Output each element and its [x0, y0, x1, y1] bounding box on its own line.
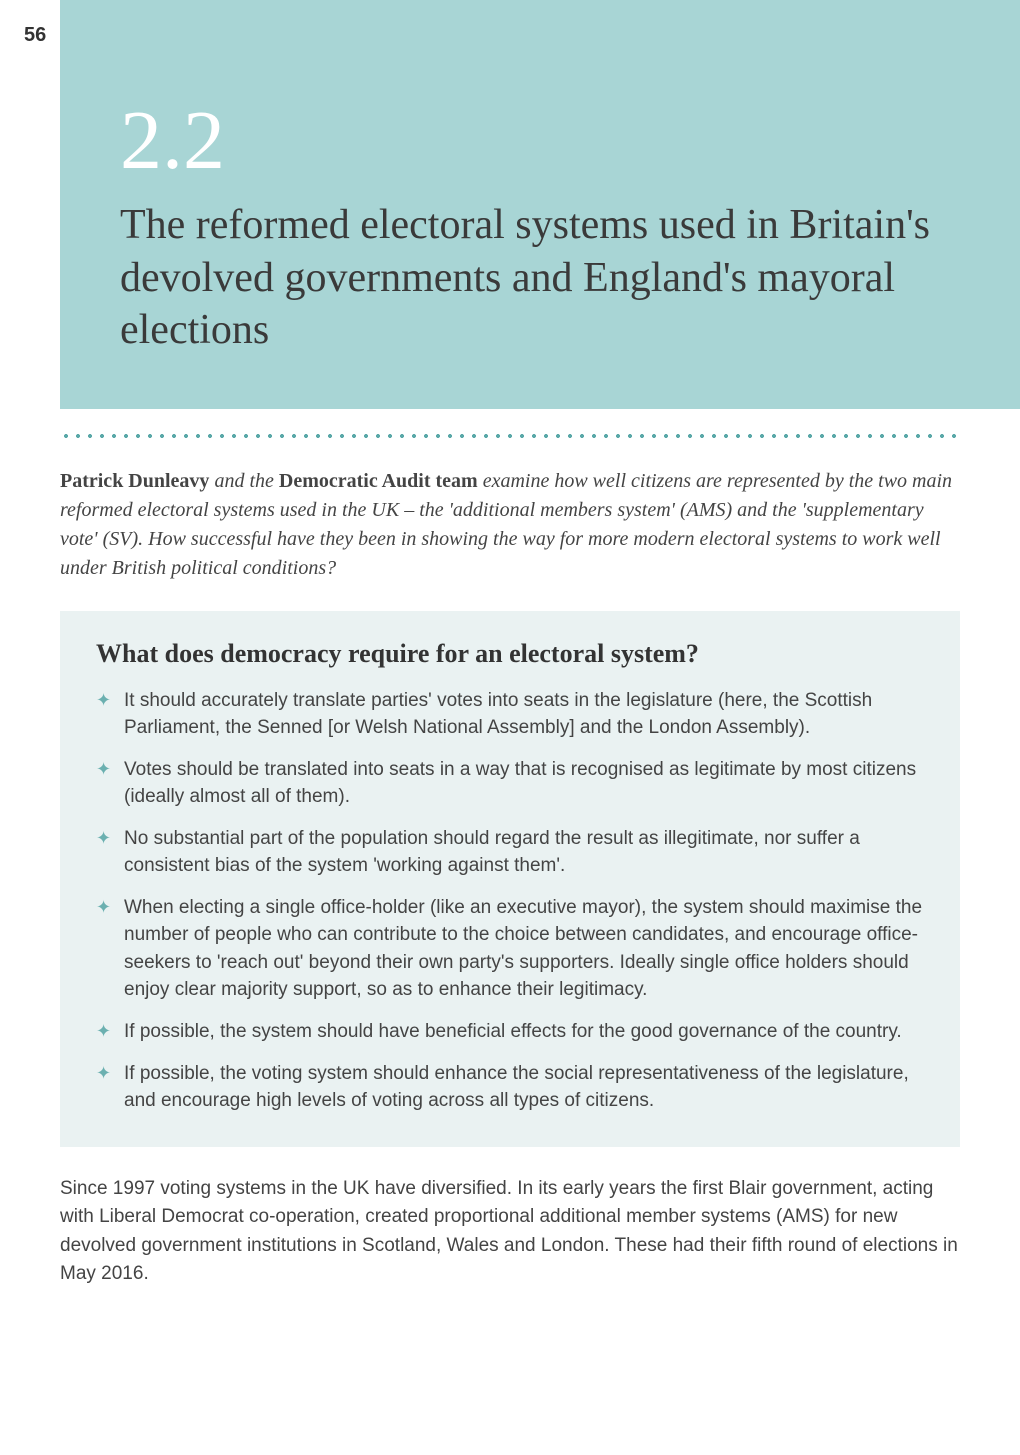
bullet-text: If possible, the voting system should en…: [124, 1060, 924, 1115]
hero-block: 2.2 The reformed electoral systems used …: [60, 0, 1020, 409]
intro-author: Patrick Dunleavy: [60, 470, 209, 492]
bullet-text: If possible, the system should have bene…: [124, 1018, 924, 1046]
intro-connector: and the: [209, 470, 278, 492]
list-item: ✦ When electing a single office-holder (…: [96, 894, 924, 1004]
dotted-divider: [60, 433, 960, 439]
bullet-text: When electing a single office-holder (li…: [124, 894, 924, 1004]
sparkle-icon: ✦: [96, 825, 124, 852]
intro-paragraph: Patrick Dunleavy and the Democratic Audi…: [60, 467, 960, 583]
list-item: ✦ Votes should be translated into seats …: [96, 756, 924, 811]
bullet-list: ✦ It should accurately translate parties…: [96, 687, 924, 1115]
intro-team: Democratic Audit team: [279, 470, 478, 492]
bullet-text: Votes should be translated into seats in…: [124, 756, 924, 811]
sparkle-icon: ✦: [96, 1060, 124, 1087]
sparkle-icon: ✦: [96, 756, 124, 783]
list-item: ✦ If possible, the voting system should …: [96, 1060, 924, 1115]
bullet-text: It should accurately translate parties' …: [124, 687, 924, 742]
bullet-text: No substantial part of the population sh…: [124, 825, 924, 880]
list-item: ✦ It should accurately translate parties…: [96, 687, 924, 742]
section-number: 2.2: [120, 99, 960, 183]
body-paragraph: Since 1997 voting systems in the UK have…: [60, 1175, 960, 1289]
callout-heading: What does democracy require for an elect…: [96, 639, 924, 669]
section-title: The reformed electoral systems used in B…: [120, 199, 960, 357]
sparkle-icon: ✦: [96, 1018, 124, 1045]
list-item: ✦ No substantial part of the population …: [96, 825, 924, 880]
list-item: ✦ If possible, the system should have be…: [96, 1018, 924, 1046]
sparkle-icon: ✦: [96, 687, 124, 714]
page-container: 56 2.2 The reformed electoral systems us…: [0, 0, 1020, 1329]
sparkle-icon: ✦: [96, 894, 124, 921]
callout-box: What does democracy require for an elect…: [60, 611, 960, 1147]
